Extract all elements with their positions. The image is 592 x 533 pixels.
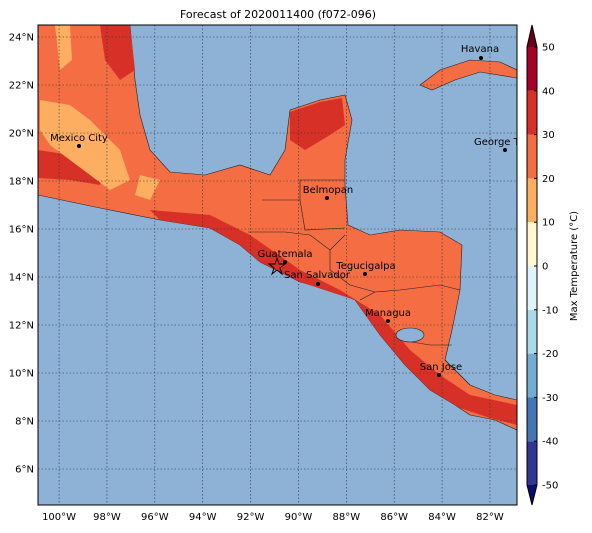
city-dot [386, 319, 390, 323]
city-label: Havana [461, 44, 499, 55]
city-label: Guatemala [257, 249, 312, 260]
grid [38, 25, 517, 505]
colorbar-tick-label: -30 [542, 393, 558, 404]
colorbar-over [527, 25, 537, 47]
colorbar-under [527, 485, 537, 505]
y-tick-label: 8°N [15, 417, 34, 428]
colorbar-band [527, 353, 537, 398]
x-tick-label: 98°W [93, 512, 121, 523]
x-tick-label: 90°W [285, 512, 313, 523]
y-tick-label: 18°N [9, 177, 34, 188]
y-tick-label: 12°N [9, 321, 34, 332]
x-tick-label: 88°W [333, 512, 361, 523]
y-tick-label: 16°N [9, 225, 34, 236]
x-tick-label: 94°W [189, 512, 217, 523]
colorbar-tick-label: 30 [542, 130, 555, 141]
x-tick-label: 100°W [42, 512, 76, 523]
colorbar-band [527, 47, 537, 91]
lake [395, 327, 425, 343]
mild-region [40, 25, 160, 200]
city-label: Managua [365, 308, 411, 319]
colorbar-band [527, 266, 537, 310]
x-tick-label: 84°W [428, 512, 456, 523]
city-label: George Town [474, 137, 539, 148]
city-dot [363, 272, 367, 276]
colorbar-band [527, 309, 537, 354]
city-dot [316, 282, 320, 286]
city-dot [437, 373, 441, 377]
city-label: San Jose [420, 362, 462, 373]
x-tick-label: 86°W [380, 512, 408, 523]
axes: 100°W 98°W 96°W 94°W 92°W 90°W 88°W 86°W 84°W 82°… [9, 33, 504, 524]
map-title: Forecast of 2020011400 (f072-096) [180, 8, 376, 21]
map-area: Havana Mexico City George Town Belmopan … [38, 25, 539, 505]
land [419, 59, 517, 91]
colorbar-tick-label: 10 [542, 218, 555, 229]
x-tick-label: 96°W [141, 512, 169, 523]
city-label: Belmopan [303, 185, 353, 196]
y-tick-label: 10°N [9, 369, 34, 380]
x-tick-label: 92°W [237, 512, 265, 523]
city-dot [283, 260, 287, 264]
y-tick-label: 14°N [9, 273, 34, 284]
colorbar-band [527, 134, 537, 179]
colorbar-tick-label: 0 [542, 262, 548, 273]
colorbar-tick-label: 20 [542, 174, 555, 185]
colorbar-tick-label: -50 [542, 481, 558, 492]
y-tick-label: 24°N [9, 33, 34, 44]
colorbar-tick-label: 50 [542, 43, 555, 54]
colorbar-label: Max Temperature (°C) [569, 211, 580, 321]
city-dot [325, 196, 329, 200]
colorbar-band [527, 178, 537, 223]
colorbar-tick-label: -40 [542, 437, 558, 448]
colorbar-tick-label: -20 [542, 349, 558, 360]
city-label: Tegucigalpa [335, 261, 395, 272]
map-frame [37, 24, 518, 506]
city-dot [479, 56, 483, 60]
y-tick-label: 6°N [15, 465, 34, 476]
cities: Havana Mexico City George Town Belmopan … [50, 44, 539, 377]
city-label: San Salvador [284, 270, 351, 281]
capital-star [267, 256, 287, 276]
colorbar: -50 -40 -30 -20 -10 0 10 20 30 40 50 [526, 24, 558, 506]
colorbar-band [527, 222, 537, 266]
y-tick-label: 22°N [9, 81, 34, 92]
colorbar-tick-label: 40 [542, 86, 555, 97]
border [248, 179, 471, 386]
colorbar-band [527, 441, 537, 485]
colorbar-tick-label: -10 [542, 305, 558, 316]
city-dot [503, 148, 507, 152]
colorbar-band [527, 397, 537, 442]
city-label: Mexico City [50, 133, 108, 144]
y-tick-label: 20°N [9, 129, 34, 140]
colorbar-band [527, 90, 537, 135]
city-dot [77, 144, 81, 148]
x-tick-label: 82°W [476, 512, 504, 523]
